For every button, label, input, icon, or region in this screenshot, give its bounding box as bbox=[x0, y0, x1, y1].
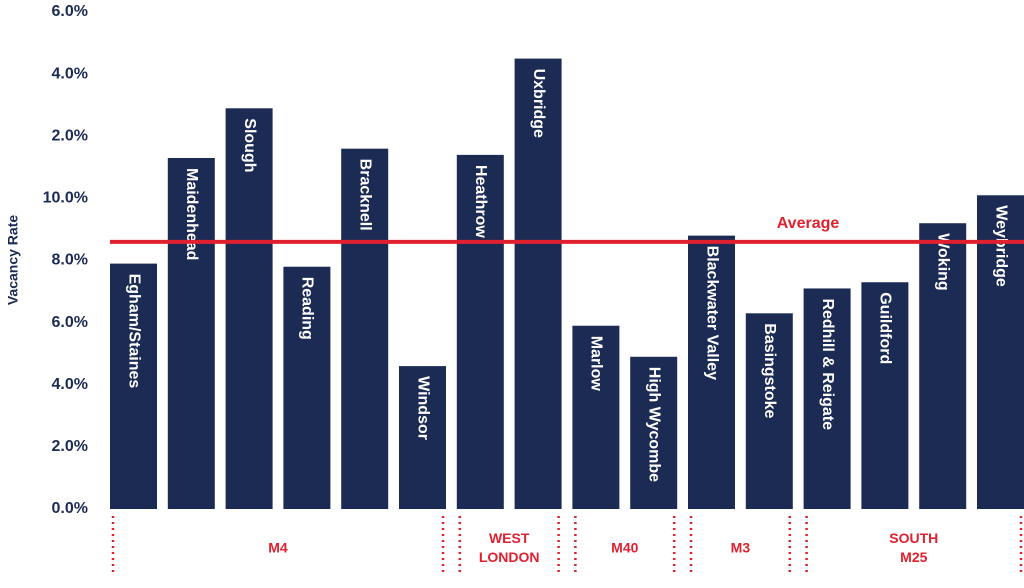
category-label: Blackwater Valley bbox=[703, 246, 720, 380]
category-label: Weybridge bbox=[992, 205, 1009, 287]
y-tick-label: 10.0% bbox=[43, 190, 88, 207]
group-label: LONDON bbox=[479, 549, 540, 565]
bar bbox=[919, 223, 967, 509]
bar bbox=[514, 58, 562, 509]
bar bbox=[110, 263, 157, 509]
category-label: Uxbridge bbox=[530, 69, 547, 138]
category-label: Maidenhead bbox=[183, 168, 200, 260]
y-tick-label: 4.0% bbox=[52, 376, 88, 393]
category-label: Bracknell bbox=[356, 159, 373, 231]
category-label: Redhill & Reigate bbox=[819, 298, 836, 430]
bar bbox=[861, 282, 909, 509]
category-label: Basingstoke bbox=[761, 323, 778, 418]
group-label: M3 bbox=[731, 540, 751, 556]
y-tick-label: 0.0% bbox=[52, 500, 88, 517]
category-label: Egham/Staines bbox=[125, 274, 142, 389]
bar bbox=[225, 108, 273, 509]
category-label: Windsor bbox=[414, 376, 431, 440]
category-label: Slough bbox=[241, 118, 258, 172]
bar bbox=[630, 356, 678, 509]
bar bbox=[341, 148, 389, 510]
bar bbox=[456, 154, 504, 509]
y-tick-label: 6.0% bbox=[52, 3, 88, 20]
category-label: Marlow bbox=[588, 336, 605, 392]
bar bbox=[688, 235, 735, 509]
group-label: M4 bbox=[268, 540, 288, 556]
group-label: M40 bbox=[611, 540, 638, 556]
y-tick-label: 6.0% bbox=[52, 314, 88, 331]
y-tick-label: 4.0% bbox=[52, 65, 88, 82]
bar bbox=[167, 157, 215, 509]
bar bbox=[399, 366, 446, 509]
group-label: SOUTH bbox=[889, 530, 938, 546]
y-tick-label: 2.0% bbox=[52, 127, 88, 144]
y-axis-label: Vacancy Rate bbox=[5, 215, 21, 305]
average-label: Average bbox=[777, 215, 840, 232]
group-label: WEST bbox=[489, 530, 530, 546]
bar bbox=[572, 325, 620, 509]
bar bbox=[745, 313, 793, 509]
bar bbox=[977, 195, 1024, 510]
category-label: Reading bbox=[299, 277, 316, 340]
category-label: Woking bbox=[934, 233, 951, 290]
y-tick-label: 2.0% bbox=[52, 438, 88, 455]
category-label: Heathrow bbox=[472, 165, 489, 238]
bar bbox=[803, 288, 851, 509]
category-label: Guildford bbox=[877, 292, 894, 364]
group-label: M25 bbox=[900, 549, 927, 565]
bar bbox=[283, 266, 331, 509]
y-tick-label: 8.0% bbox=[52, 252, 88, 269]
category-label: High Wycombe bbox=[645, 367, 662, 482]
